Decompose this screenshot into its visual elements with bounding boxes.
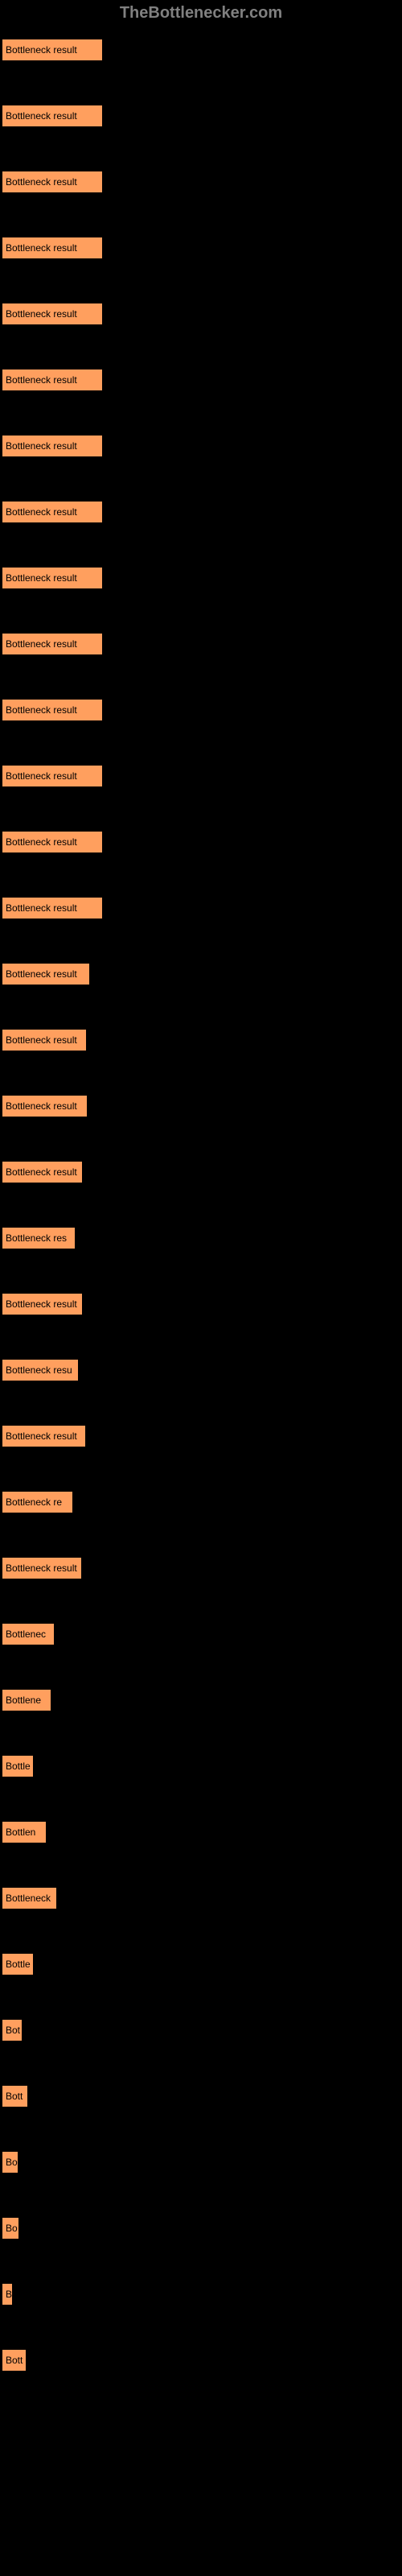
- bar-item: Bott: [2, 2085, 402, 2107]
- bar[interactable]: Bottleneck result: [2, 1029, 87, 1051]
- bar[interactable]: Bottlen: [2, 1821, 47, 1843]
- bar[interactable]: Bottleneck result: [2, 765, 103, 787]
- bar[interactable]: Bottleneck result: [2, 435, 103, 457]
- bar-item: Bottleneck result: [2, 105, 402, 127]
- bar-item: Bottleneck result: [2, 963, 402, 985]
- bar-item: Bott: [2, 2349, 402, 2372]
- bar[interactable]: Bottleneck result: [2, 1293, 83, 1315]
- bar-item: Bottleneck result: [2, 1161, 402, 1183]
- bar-item: Bottle: [2, 1755, 402, 1777]
- bar[interactable]: Bottleneck result: [2, 567, 103, 589]
- bar-item: Bottleneck re: [2, 1491, 402, 1513]
- bar[interactable]: Bottleneck result: [2, 1095, 88, 1117]
- bar-item: Bottleneck res: [2, 1227, 402, 1249]
- bar-item: Bottleneck result: [2, 39, 402, 61]
- bar-item: Bottleneck result: [2, 633, 402, 655]
- bar[interactable]: Bottleneck result: [2, 897, 103, 919]
- bar[interactable]: Bottleneck: [2, 1887, 57, 1909]
- bar-item: Bottleneck result: [2, 1095, 402, 1117]
- bar-item: Bottlenec: [2, 1623, 402, 1645]
- bar[interactable]: Bottleneck re: [2, 1491, 73, 1513]
- bar-item: Bottleneck result: [2, 567, 402, 589]
- bar[interactable]: Bott: [2, 2349, 27, 2372]
- bar[interactable]: Bot: [2, 2019, 23, 2041]
- bar[interactable]: Bottleneck result: [2, 831, 103, 853]
- bar[interactable]: Bottleneck result: [2, 1557, 82, 1579]
- bar[interactable]: Bottleneck result: [2, 237, 103, 259]
- bar-item: Bottle: [2, 1953, 402, 1975]
- bar-item: Bottleneck result: [2, 1425, 402, 1447]
- bar[interactable]: Bottle: [2, 1953, 34, 1975]
- bar-item: Bottleneck result: [2, 1293, 402, 1315]
- bar-item: B: [2, 2283, 402, 2306]
- bar-item: Bot: [2, 2019, 402, 2041]
- bars-container: Bottleneck result Bottleneck result Bottle…: [0, 39, 402, 2372]
- page-header: TheBottlenecker.com: [0, 4, 402, 23]
- bar[interactable]: Bottlene: [2, 1689, 51, 1711]
- bar-item: Bottleneck result: [2, 1557, 402, 1579]
- bar[interactable]: Bottlenec: [2, 1623, 55, 1645]
- bar[interactable]: Bottleneck result: [2, 369, 103, 391]
- bar[interactable]: Bottleneck result: [2, 1425, 86, 1447]
- bar-item: Bo: [2, 2151, 402, 2174]
- bar-item: Bottleneck resu: [2, 1359, 402, 1381]
- bar-item: Bottleneck result: [2, 501, 402, 523]
- bar-item: Bottleneck result: [2, 699, 402, 721]
- bar[interactable]: Bottleneck result: [2, 105, 103, 127]
- bar[interactable]: Bottleneck result: [2, 963, 90, 985]
- bar-item: Bottleneck: [2, 1887, 402, 1909]
- bar-item: Bottleneck result: [2, 897, 402, 919]
- bar[interactable]: Bo: [2, 2151, 18, 2174]
- bar[interactable]: Bottleneck result: [2, 633, 103, 655]
- bar-item: Bottleneck result: [2, 171, 402, 193]
- bar[interactable]: Bottle: [2, 1755, 34, 1777]
- bar[interactable]: Bottleneck result: [2, 303, 103, 325]
- bar-item: Bottlen: [2, 1821, 402, 1843]
- bar-item: Bottleneck result: [2, 765, 402, 787]
- bar[interactable]: Bottleneck resu: [2, 1359, 79, 1381]
- bar-item: Bo: [2, 2217, 402, 2240]
- bar[interactable]: Bottleneck result: [2, 39, 103, 61]
- bar-item: Bottleneck result: [2, 1029, 402, 1051]
- bar[interactable]: Bott: [2, 2085, 28, 2107]
- bar-item: Bottleneck result: [2, 303, 402, 325]
- bar-item: Bottleneck result: [2, 369, 402, 391]
- bar[interactable]: B: [2, 2283, 13, 2306]
- bar[interactable]: Bo: [2, 2217, 19, 2240]
- bar[interactable]: Bottleneck result: [2, 171, 103, 193]
- bar-item: Bottlene: [2, 1689, 402, 1711]
- bar-item: Bottleneck result: [2, 831, 402, 853]
- bar[interactable]: Bottleneck result: [2, 699, 103, 721]
- bar[interactable]: Bottleneck res: [2, 1227, 76, 1249]
- bar-item: Bottleneck result: [2, 237, 402, 259]
- bar[interactable]: Bottleneck result: [2, 501, 103, 523]
- bar-item: Bottleneck result: [2, 435, 402, 457]
- bar[interactable]: Bottleneck result: [2, 1161, 83, 1183]
